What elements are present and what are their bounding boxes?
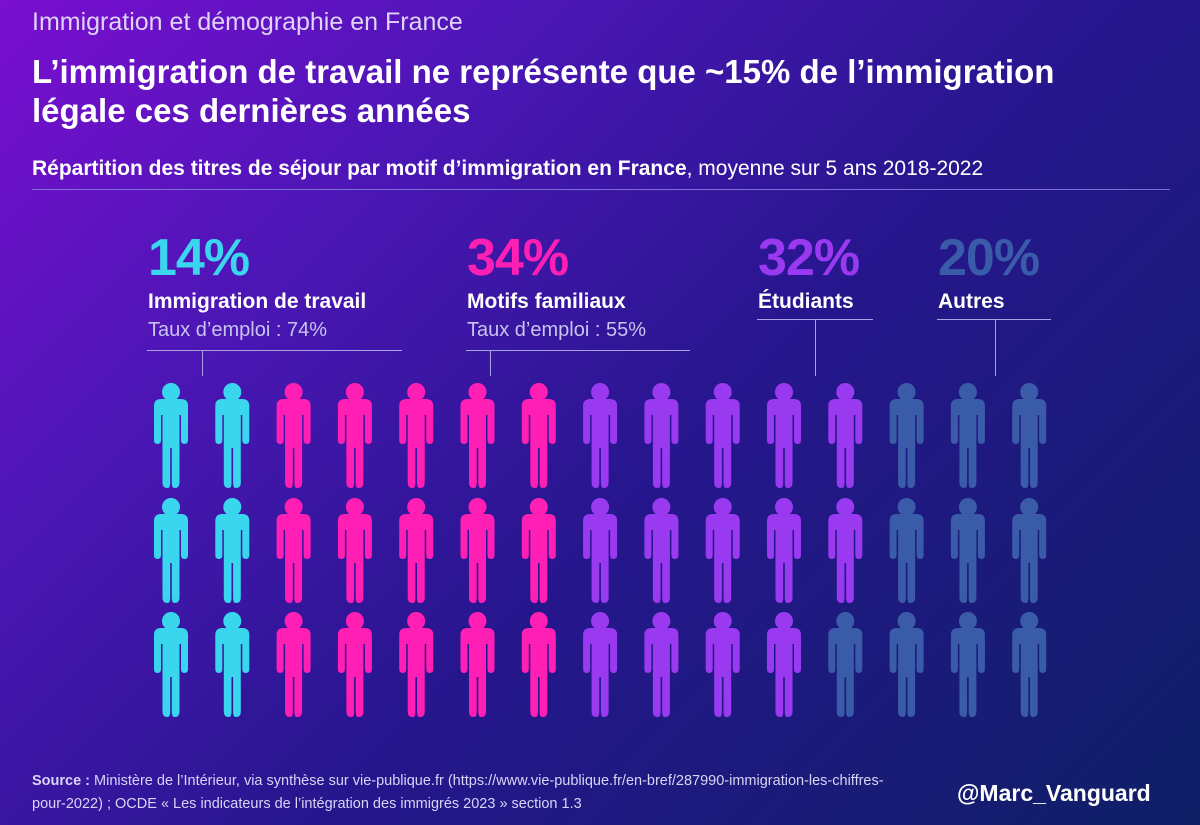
person-icon xyxy=(276,612,311,717)
bracket-others xyxy=(937,319,1051,320)
person-icon xyxy=(276,383,311,488)
person-icon xyxy=(399,498,434,603)
category-others-percent: 20% xyxy=(938,229,1040,287)
person-icon xyxy=(644,498,679,603)
person-icon xyxy=(460,612,495,717)
person-icon xyxy=(1012,612,1047,717)
kicker: Immigration et démographie en France xyxy=(32,8,463,36)
tick-others xyxy=(995,319,996,376)
person-icon xyxy=(583,383,618,488)
subtitle-rest: , moyenne sur 5 ans 2018-2022 xyxy=(686,157,984,180)
person-icon xyxy=(705,498,740,603)
person-icon xyxy=(644,612,679,717)
category-family-note: Taux d’emploi : 55% xyxy=(467,319,646,341)
person-icon xyxy=(1012,383,1047,488)
bracket-work xyxy=(147,350,402,351)
person-icon xyxy=(767,612,801,717)
category-work: 14% Immigration de travail Taux d’emploi… xyxy=(148,228,366,344)
person-icon xyxy=(828,498,863,603)
person-icon xyxy=(154,383,188,488)
person-icon xyxy=(889,498,924,603)
category-students: 32% Étudiants xyxy=(758,228,860,316)
person-icon xyxy=(154,498,188,603)
person-icon xyxy=(767,498,801,603)
person-icon xyxy=(154,612,188,717)
person-icon xyxy=(889,612,924,717)
person-icon xyxy=(1012,498,1047,603)
person-icon xyxy=(460,383,495,488)
source-label: Source : xyxy=(32,773,91,789)
headline: L’immigration de travail ne représente q… xyxy=(32,53,1055,129)
category-work-note: Taux d’emploi : 74% xyxy=(148,319,327,341)
person-icon xyxy=(215,383,250,488)
tick-family xyxy=(490,350,491,376)
person-icon xyxy=(644,383,679,488)
person-icon xyxy=(215,612,250,717)
person-icon xyxy=(583,612,618,717)
category-students-percent: 32% xyxy=(758,229,860,287)
subtitle: Répartition des titres de séjour par mot… xyxy=(32,157,983,181)
category-students-label: Étudiants xyxy=(758,290,854,313)
category-family-percent: 34% xyxy=(467,229,569,287)
category-family-label: Motifs familiaux xyxy=(467,290,626,313)
subtitle-bold: Répartition des titres de séjour par mot… xyxy=(32,157,687,180)
person-icon xyxy=(215,498,250,603)
person-icon xyxy=(950,612,985,717)
person-icon xyxy=(950,383,985,488)
person-icon xyxy=(767,383,801,488)
person-icon xyxy=(276,498,311,603)
author-handle: @Marc_Vanguard xyxy=(957,780,1151,806)
person-icon xyxy=(337,498,372,603)
person-icon xyxy=(337,383,372,488)
source-note: Source : Ministère de l’Intérieur, via s… xyxy=(32,770,912,816)
person-icon xyxy=(828,383,863,488)
person-icon xyxy=(521,612,556,717)
category-others: 20% Autres xyxy=(938,228,1040,316)
person-icon xyxy=(705,612,740,717)
tick-work xyxy=(202,350,203,376)
person-icon xyxy=(583,498,618,603)
bracket-family xyxy=(466,350,690,351)
person-icon xyxy=(399,612,434,717)
person-icon xyxy=(828,612,863,717)
person-icon xyxy=(399,383,434,488)
person-icon xyxy=(889,383,924,488)
subtitle-divider xyxy=(32,189,1170,190)
tick-students xyxy=(815,319,816,376)
person-icon xyxy=(521,498,556,603)
person-icon xyxy=(950,498,985,603)
source-text: Ministère de l’Intérieur, via synthèse s… xyxy=(32,773,884,812)
category-work-percent: 14% xyxy=(148,229,250,287)
person-icon xyxy=(337,612,372,717)
category-others-label: Autres xyxy=(938,290,1005,313)
category-work-label: Immigration de travail xyxy=(148,290,367,313)
person-icon xyxy=(705,383,740,488)
person-icon xyxy=(460,498,495,603)
category-family: 34% Motifs familiaux Taux d’emploi : 55% xyxy=(467,228,646,344)
person-icon xyxy=(521,383,556,488)
